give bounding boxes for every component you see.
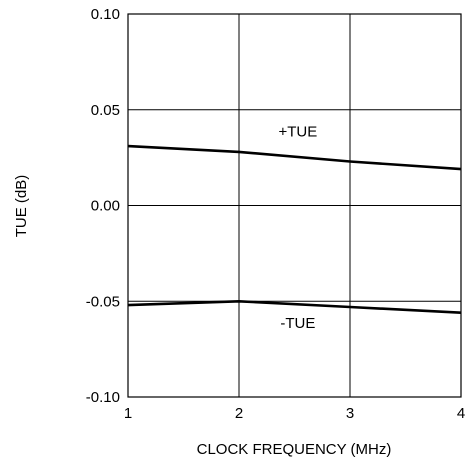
- annotation-minus-tue: -TUE: [280, 315, 315, 332]
- annotations: +TUE -TUE: [278, 124, 317, 333]
- x-axis-ticks: 1 2 3 4: [124, 405, 465, 422]
- y-tick-label: 0.00: [91, 198, 120, 215]
- y-tick-label: 0.10: [91, 6, 120, 23]
- y-axis-label: TUE (dB): [13, 175, 30, 238]
- x-tick-label: 4: [457, 405, 465, 422]
- plot-area-frame: [127, 13, 462, 398]
- series-line-plus-tue: [127, 144, 462, 171]
- series-line-minus-tue: [127, 299, 462, 314]
- x-tick-label: 2: [235, 405, 243, 422]
- x-tick-label: 1: [124, 405, 132, 422]
- y-tick-label: -0.10: [86, 389, 120, 406]
- x-tick-label: 3: [346, 405, 354, 422]
- y-tick-label: -0.05: [86, 293, 120, 310]
- annotation-plus-tue: +TUE: [278, 124, 317, 141]
- series-layer: [127, 144, 462, 314]
- grid: [128, 14, 461, 397]
- x-axis-label: CLOCK FREQUENCY (MHz): [197, 441, 392, 458]
- y-tick-label: 0.05: [91, 102, 120, 119]
- y-axis-ticks: 0.10 0.05 0.00 -0.05 -0.10: [86, 6, 120, 406]
